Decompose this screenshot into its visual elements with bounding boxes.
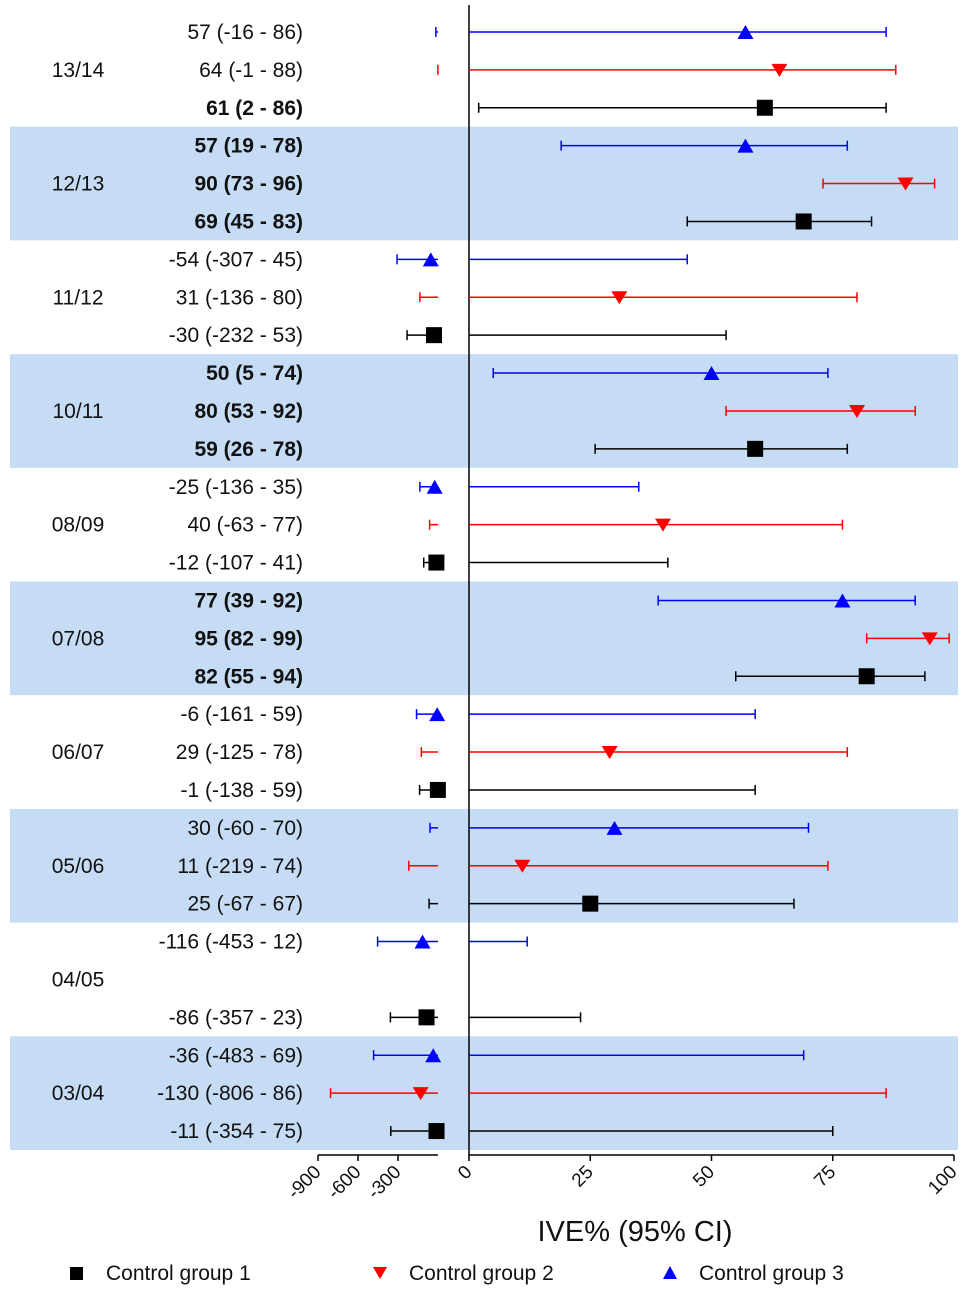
season-label: 03/04 — [52, 1082, 105, 1105]
estimate-label: -12 (-107 - 41) — [169, 552, 303, 575]
x-tick-label: 25 — [568, 1162, 598, 1192]
legend-triangle-up-icon — [663, 1266, 677, 1279]
legend-label: Control group 1 — [106, 1262, 251, 1285]
season-label: 04/05 — [52, 968, 105, 991]
estimate-label: 40 (-63 - 77) — [187, 514, 303, 537]
estimate-label: -1 (-138 - 59) — [180, 779, 303, 802]
estimate-label: 82 (55 - 94) — [194, 665, 303, 688]
x-tick-label: -600 — [324, 1162, 366, 1204]
season-label: 11/12 — [53, 286, 104, 309]
triangle-up-marker — [703, 366, 720, 381]
square-marker — [756, 99, 773, 116]
estimate-label: 90 (73 - 96) — [194, 173, 303, 196]
estimate-label: -54 (-307 - 45) — [169, 248, 303, 271]
triangle-up-marker — [414, 934, 431, 949]
estimate-label: 50 (5 - 74) — [206, 362, 303, 385]
season-band — [10, 581, 958, 696]
season-label: 13/14 — [52, 59, 105, 82]
estimate-label: 59 (26 - 78) — [194, 438, 303, 461]
estimate-label: 25 (-67 - 67) — [187, 893, 303, 916]
estimate-label: 61 (2 - 86) — [206, 97, 303, 120]
x-tick-label: -900 — [284, 1162, 326, 1204]
triangle-down-marker — [921, 632, 938, 646]
estimate-label: -11 (-354 - 75) — [170, 1120, 303, 1143]
estimate-label: -130 (-806 - 86) — [157, 1082, 303, 1105]
estimate-label: -86 (-357 - 23) — [169, 1006, 303, 1029]
square-marker — [582, 895, 599, 912]
estimate-label: -25 (-136 - 35) — [169, 476, 303, 499]
estimate-label: 64 (-1 - 88) — [199, 59, 303, 82]
triangle-down-marker — [897, 177, 914, 191]
x-tick-label: 75 — [810, 1162, 840, 1192]
square-marker — [795, 213, 812, 230]
estimate-label: -116 (-453 - 12) — [159, 931, 303, 954]
season-label: 07/08 — [52, 627, 105, 650]
x-tick-label: 0 — [454, 1162, 476, 1184]
triangle-up-marker — [429, 707, 446, 722]
x-tick-label: -300 — [364, 1162, 406, 1204]
estimate-label: 29 (-125 - 78) — [176, 741, 303, 764]
triangle-down-marker — [771, 63, 788, 77]
triangle-up-marker — [834, 593, 851, 608]
square-marker — [418, 1009, 435, 1026]
triangle-down-marker — [412, 1087, 429, 1101]
triangle-down-marker — [611, 291, 628, 305]
season-label: 08/09 — [52, 514, 105, 537]
square-marker — [428, 554, 445, 571]
estimate-label: 95 (82 - 99) — [194, 627, 303, 650]
square-marker — [858, 668, 875, 685]
legend-label: Control group 3 — [699, 1262, 844, 1285]
season-label: 06/07 — [52, 741, 105, 764]
triangle-down-marker — [849, 404, 865, 418]
x-tick-label: 50 — [689, 1162, 719, 1192]
square-marker — [747, 440, 764, 457]
triangle-up-marker — [425, 1048, 442, 1063]
estimate-label: -36 (-483 - 69) — [169, 1044, 303, 1067]
estimate-label: -30 (-232 - 53) — [169, 324, 303, 347]
estimate-label: -6 (-161 - 59) — [180, 703, 303, 726]
triangle-down-marker — [514, 859, 531, 873]
x-tick-label: 100 — [924, 1162, 961, 1199]
square-marker — [429, 781, 446, 798]
season-band — [10, 126, 958, 241]
triangle-up-marker — [737, 138, 754, 153]
legend-triangle-down-icon — [373, 1267, 387, 1279]
estimate-label: 57 (-16 - 86) — [187, 21, 303, 44]
legend-square-icon — [70, 1267, 83, 1280]
triangle-up-marker — [422, 252, 439, 267]
triangle-up-marker — [426, 479, 443, 494]
season-label: 05/06 — [52, 855, 105, 878]
estimate-label: 69 (45 - 83) — [194, 210, 303, 233]
estimate-label: 31 (-136 - 80) — [176, 286, 303, 309]
season-label: 10/11 — [53, 400, 104, 423]
x-axis-title: IVE% (95% CI) — [538, 1216, 733, 1248]
square-marker — [426, 327, 442, 344]
estimate-label: 80 (53 - 92) — [194, 400, 303, 423]
triangle-down-marker — [655, 518, 671, 532]
estimate-label: 77 (39 - 92) — [194, 589, 303, 612]
triangle-up-marker — [606, 820, 623, 835]
estimate-label: 30 (-60 - 70) — [187, 817, 303, 840]
square-marker — [428, 1123, 445, 1140]
estimate-label: 11 (-219 - 74) — [177, 855, 303, 878]
season-label: 12/13 — [52, 173, 105, 196]
estimate-label: 57 (19 - 78) — [194, 135, 303, 158]
triangle-down-marker — [601, 746, 618, 760]
triangle-up-marker — [737, 24, 754, 39]
legend-label: Control group 2 — [409, 1262, 554, 1285]
